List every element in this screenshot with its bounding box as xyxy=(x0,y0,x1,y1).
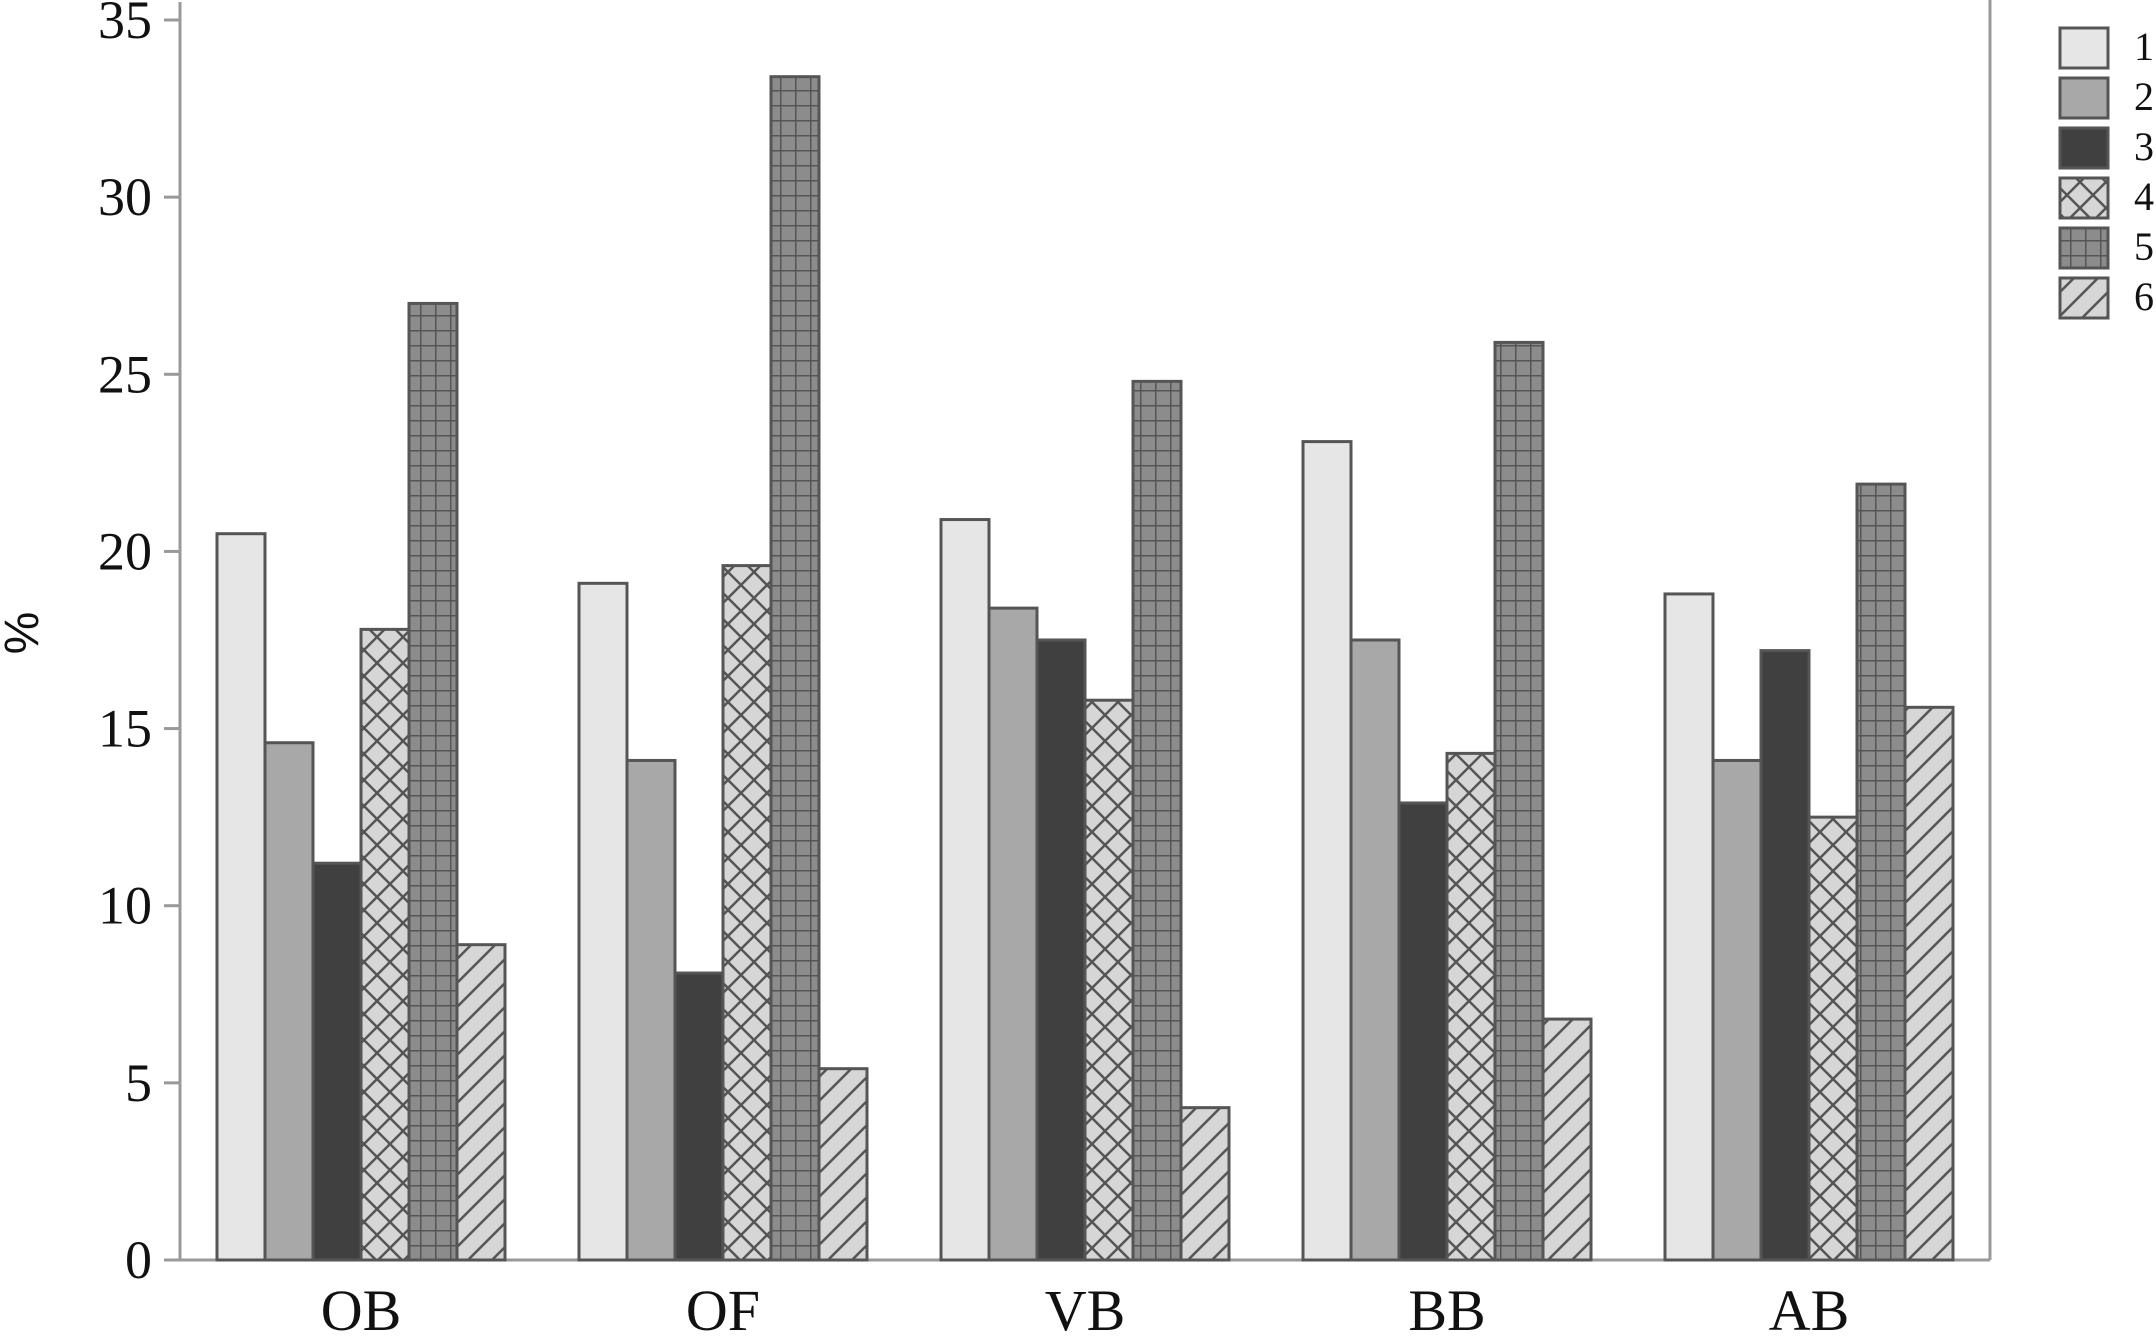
bar-ab-series-5 xyxy=(1855,482,1907,1262)
y-tick-label: 10 xyxy=(98,876,152,936)
legend-swatch-5 xyxy=(2058,226,2110,270)
bar-bb-series-5 xyxy=(1493,340,1545,1262)
bar-ab-series-1 xyxy=(1663,592,1715,1262)
legend-label-5: 5 xyxy=(2134,224,2154,269)
x-category-label: VB xyxy=(1045,1278,1126,1336)
y-tick-label: 20 xyxy=(98,521,152,581)
bar-ob-series-4 xyxy=(359,627,411,1262)
bar-ob-series-6 xyxy=(455,943,507,1262)
legend-label-3: 3 xyxy=(2134,124,2154,169)
y-tick-label: 15 xyxy=(98,699,152,759)
bar-ob-series-1 xyxy=(215,532,267,1262)
y-tick-label: 35 xyxy=(98,0,152,50)
bar-vb-series-1 xyxy=(939,518,991,1262)
legend-swatch-3 xyxy=(2058,126,2110,170)
bar-of-series-2 xyxy=(625,758,677,1262)
bar-of-series-6 xyxy=(817,1067,869,1262)
x-category-label: OF xyxy=(686,1278,760,1336)
x-category-label: BB xyxy=(1408,1278,1485,1336)
bar-bb-series-2 xyxy=(1349,638,1401,1262)
bars-group xyxy=(215,75,1955,1262)
y-tick-label: 0 xyxy=(125,1230,152,1290)
legend-swatch-2 xyxy=(2058,76,2110,120)
y-tick-label: 25 xyxy=(98,344,152,404)
legend-label-4: 4 xyxy=(2134,174,2154,219)
bar-ab-series-2 xyxy=(1711,758,1763,1262)
bar-vb-series-2 xyxy=(987,606,1039,1262)
bar-of-series-1 xyxy=(577,581,629,1262)
bar-ob-series-5 xyxy=(407,301,459,1262)
x-axis-labels: OB OF VB BB AB xyxy=(321,1278,1850,1336)
bar-vb-series-5 xyxy=(1131,379,1183,1262)
bar-bb-series-1 xyxy=(1301,440,1353,1262)
bar-vb-series-4 xyxy=(1083,698,1135,1262)
bar-vb-series-3 xyxy=(1035,638,1087,1262)
legend-label-2: 2 xyxy=(2134,74,2154,119)
y-axis-title: % xyxy=(0,612,49,655)
y-tick-label: 5 xyxy=(125,1053,152,1113)
bar-of-series-3 xyxy=(673,971,725,1262)
legend: 1 2 3 4 5 6 xyxy=(2058,24,2154,320)
bar-of-series-5 xyxy=(769,75,821,1262)
legend-swatch-1 xyxy=(2058,26,2110,70)
x-category-label: OB xyxy=(321,1278,402,1336)
legend-swatch-6 xyxy=(2058,276,2110,320)
y-tick-label: 30 xyxy=(98,167,152,227)
legend-swatch-4 xyxy=(2058,176,2110,220)
x-category-label: AB xyxy=(1769,1278,1850,1336)
bar-ob-series-2 xyxy=(263,741,315,1262)
bar-vb-series-6 xyxy=(1179,1106,1231,1262)
bar-of-series-4 xyxy=(721,564,773,1262)
legend-label-6: 6 xyxy=(2134,274,2154,319)
bar-ab-series-6 xyxy=(1903,705,1955,1262)
bar-bb-series-6 xyxy=(1541,1017,1593,1262)
bar-bb-series-3 xyxy=(1397,801,1449,1262)
bar-ob-series-3 xyxy=(311,861,363,1262)
bar-bb-series-4 xyxy=(1445,751,1497,1262)
legend-label-1: 1 xyxy=(2134,24,2154,69)
bar-ab-series-3 xyxy=(1759,649,1811,1262)
y-axis-ticks: 0 5 10 15 20 25 30 35 xyxy=(98,0,180,1290)
bar-ab-series-4 xyxy=(1807,815,1859,1262)
